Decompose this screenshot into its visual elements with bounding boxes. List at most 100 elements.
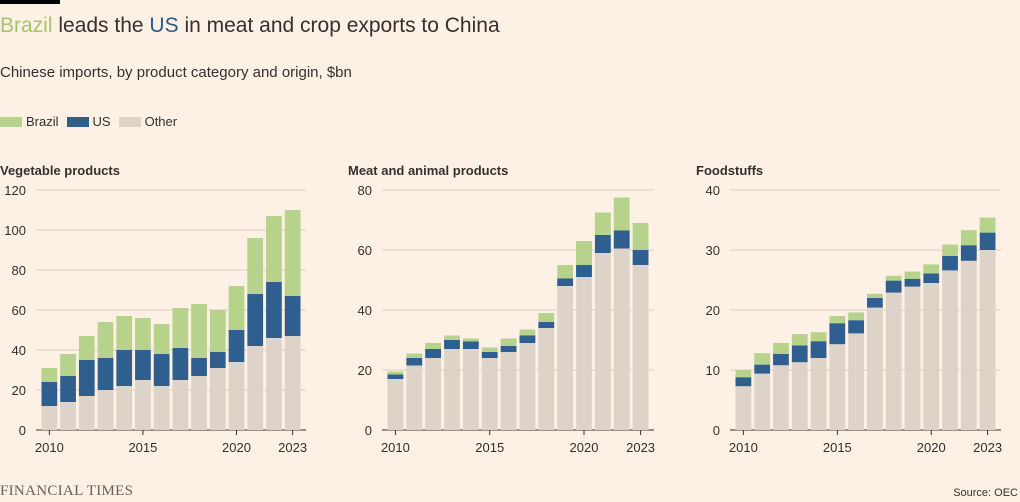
bar-us-2022 bbox=[266, 282, 282, 338]
bar-brazil-2019 bbox=[209, 310, 226, 352]
y-tick-label: 60 bbox=[358, 243, 372, 258]
title-brazil: Brazil bbox=[0, 14, 53, 37]
bar-brazil-2016 bbox=[848, 312, 864, 321]
bar-other-2010 bbox=[387, 379, 404, 430]
bar-other-2019 bbox=[557, 286, 574, 430]
x-tick-label: 2023 bbox=[973, 440, 1002, 455]
legend-label-brazil: Brazil bbox=[26, 114, 59, 129]
bar-us-2020 bbox=[576, 265, 592, 277]
bar-brazil-2021 bbox=[247, 238, 264, 294]
title-text-1: leads the bbox=[52, 14, 150, 37]
bar-brazil-2022 bbox=[266, 216, 282, 282]
bar-brazil-2013 bbox=[791, 334, 808, 346]
bar-us-2018 bbox=[538, 322, 555, 328]
bar-us-2013 bbox=[444, 340, 460, 349]
chart-panel-0: Vegetable products 0 20 40 60 80 100 120 2010 201… bbox=[0, 163, 307, 455]
legend-item-brazil: Brazil bbox=[0, 114, 59, 129]
bar-us-2022 bbox=[613, 230, 630, 249]
x-tick-label: 2010 bbox=[35, 440, 64, 455]
bar-brazil-2012 bbox=[78, 336, 95, 360]
bar-brazil-2016 bbox=[153, 324, 170, 354]
bar-us-2016 bbox=[153, 354, 170, 386]
bar-us-2011 bbox=[754, 364, 771, 374]
y-tick-label: 60 bbox=[12, 303, 26, 318]
bar-other-2012 bbox=[78, 396, 95, 430]
bar-us-2010 bbox=[387, 374, 404, 379]
legend-label-other: Other bbox=[144, 114, 178, 129]
bar-us-2023 bbox=[979, 232, 996, 250]
bar-brazil-2022 bbox=[960, 230, 977, 246]
title-text-2: in meat and crop exports to China bbox=[178, 14, 500, 37]
bar-brazil-2013 bbox=[444, 335, 460, 340]
bar-other-2019 bbox=[904, 286, 921, 430]
bar-other-2017 bbox=[172, 380, 189, 430]
bar-other-2014 bbox=[116, 386, 133, 430]
y-tick-label: 40 bbox=[358, 303, 372, 318]
x-tick-label: 2015 bbox=[823, 440, 852, 455]
bar-us-2021 bbox=[247, 294, 264, 346]
y-tick-label: 120 bbox=[4, 183, 26, 198]
bar-us-2017 bbox=[867, 298, 883, 308]
bar-brazil-2015 bbox=[481, 347, 498, 352]
bar-other-2013 bbox=[791, 362, 808, 430]
bar-brazil-2019 bbox=[904, 271, 921, 279]
bar-brazil-2020 bbox=[923, 264, 940, 274]
y-tick-label: 20 bbox=[12, 383, 26, 398]
bar-brazil-2015 bbox=[829, 316, 846, 324]
bar-brazil-2011 bbox=[60, 354, 76, 376]
bar-us-2012 bbox=[425, 349, 442, 358]
top-rule bbox=[0, 0, 60, 4]
y-tick-label: 40 bbox=[706, 183, 720, 198]
bar-other-2020 bbox=[923, 283, 940, 430]
bar-other-2023 bbox=[284, 336, 301, 430]
bar-brazil-2011 bbox=[754, 353, 771, 365]
bar-other-2023 bbox=[632, 265, 649, 430]
y-tick-label: 0 bbox=[713, 423, 720, 438]
bar-other-2012 bbox=[425, 358, 442, 430]
bar-us-2023 bbox=[284, 296, 301, 336]
legend-item-us: US bbox=[66, 114, 111, 129]
bar-other-2019 bbox=[209, 368, 226, 430]
y-tick-label: 80 bbox=[12, 263, 26, 278]
y-tick-label: 20 bbox=[706, 303, 720, 318]
bar-brazil-2010 bbox=[41, 368, 58, 382]
bar-brazil-2021 bbox=[594, 212, 611, 235]
y-tick-label: 40 bbox=[12, 343, 26, 358]
bar-us-2012 bbox=[773, 353, 789, 366]
bar-other-2016 bbox=[153, 386, 170, 430]
bar-us-2018 bbox=[191, 358, 207, 376]
bar-other-2011 bbox=[406, 365, 423, 430]
bar-us-2019 bbox=[904, 278, 921, 287]
bar-brazil-2021 bbox=[942, 244, 958, 256]
x-tick-label: 2020 bbox=[222, 440, 251, 455]
bar-us-2023 bbox=[632, 250, 649, 265]
bar-brazil-2020 bbox=[228, 286, 245, 330]
bar-other-2013 bbox=[444, 349, 460, 430]
bar-other-2015 bbox=[481, 358, 498, 430]
bar-other-2013 bbox=[97, 390, 114, 430]
legend-label-us: US bbox=[92, 114, 111, 129]
bar-us-2021 bbox=[942, 256, 958, 271]
bar-brazil-2012 bbox=[773, 343, 789, 354]
bar-other-2015 bbox=[135, 380, 151, 430]
bar-brazil-2010 bbox=[735, 370, 752, 378]
y-tick-label: 30 bbox=[706, 243, 720, 258]
x-tick-label: 2023 bbox=[278, 440, 307, 455]
y-tick-label: 80 bbox=[358, 183, 372, 198]
bar-us-2019 bbox=[557, 278, 574, 286]
bar-us-2020 bbox=[228, 330, 245, 362]
bar-brazil-2017 bbox=[172, 308, 189, 348]
bar-other-2017 bbox=[519, 343, 536, 430]
ft-logo: FINANCIAL TIMES bbox=[0, 483, 134, 499]
bar-us-2016 bbox=[500, 346, 517, 352]
legend-item-other: Other bbox=[118, 114, 178, 129]
bar-us-2013 bbox=[97, 358, 114, 390]
chart-title: Brazil leads the US in meat and crop exp… bbox=[0, 14, 500, 38]
bar-other-2018 bbox=[885, 292, 902, 430]
bar-other-2011 bbox=[60, 402, 76, 430]
bar-us-2016 bbox=[848, 320, 864, 334]
x-tick-label: 2010 bbox=[381, 440, 410, 455]
bar-brazil-2022 bbox=[613, 197, 630, 231]
bar-brazil-2011 bbox=[406, 353, 423, 358]
